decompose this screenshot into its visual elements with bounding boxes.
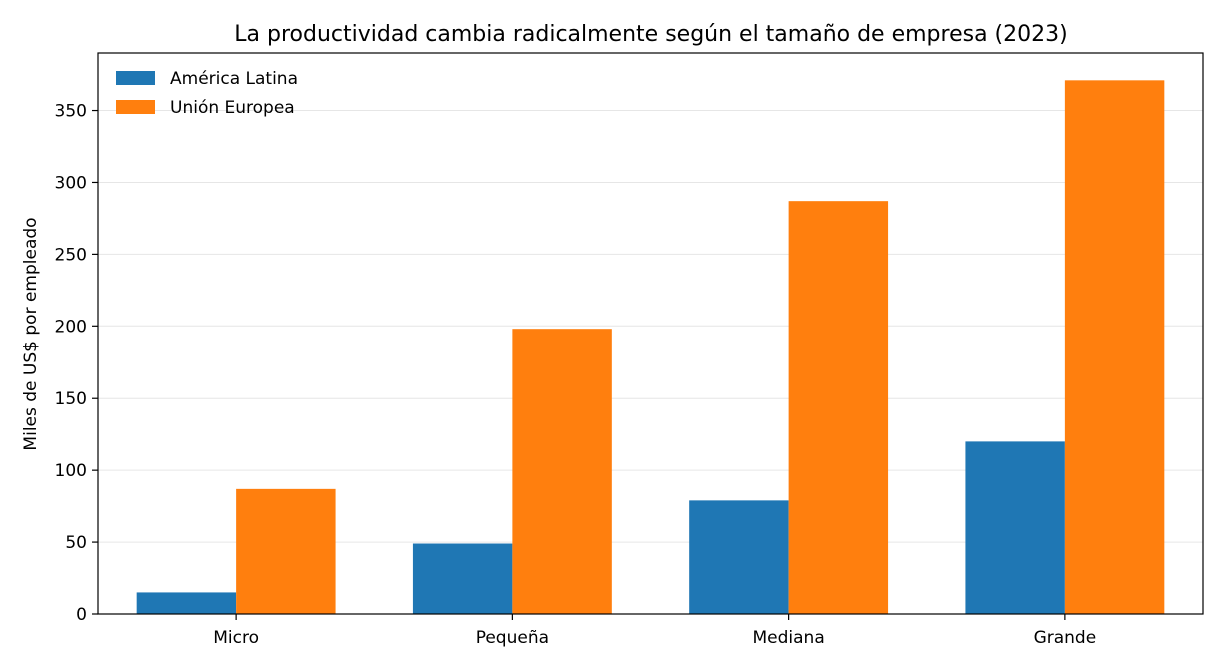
- bar-series-1-category-0: [236, 488, 336, 614]
- legend-label-1: Unión Europea: [170, 98, 295, 118]
- y-tick-label-200: 200: [55, 317, 87, 337]
- y-tick-label-300: 300: [55, 173, 87, 193]
- y-tick-label-100: 100: [55, 461, 87, 481]
- x-tick-label-2: Mediana: [753, 628, 825, 648]
- bar-series-0-category-1: [412, 543, 513, 614]
- plot-area-frame: [97, 52, 1204, 615]
- bar-series-1-category-2: [788, 201, 889, 614]
- y-axis-label: Miles de US$ por empleado: [21, 217, 41, 450]
- bar-series-0-category-2: [689, 500, 789, 614]
- y-tick-label-250: 250: [55, 245, 87, 265]
- x-tick-label-3: Grande: [1034, 628, 1097, 648]
- legend-label-0: América Latina: [170, 69, 298, 89]
- bar-series-0-category-3: [965, 441, 1065, 614]
- legend: América Latina Unión Europea: [116, 69, 298, 118]
- bar-series-0-category-0: [136, 592, 237, 614]
- bar-series-1-category-3: [1064, 80, 1165, 615]
- y-axis: 0 50 100 150 200 250 300 350: [55, 102, 98, 625]
- y-tick-label-150: 150: [55, 389, 87, 409]
- bars: [136, 80, 1165, 615]
- legend-swatch-0: [116, 71, 155, 85]
- y-tick-label-350: 350: [55, 102, 87, 122]
- bar-series-1-category-1: [512, 329, 612, 614]
- x-tick-label-0: Micro: [213, 628, 259, 648]
- y-tick-label-0: 0: [76, 605, 87, 625]
- y-tick-label-50: 50: [65, 533, 87, 553]
- chart-title: La productividad cambia radicalmente seg…: [234, 22, 1067, 47]
- legend-swatch-1: [116, 100, 155, 114]
- x-tick-label-1: Pequeña: [476, 628, 549, 648]
- x-axis: Micro Pequeña Mediana Grande: [213, 614, 1096, 648]
